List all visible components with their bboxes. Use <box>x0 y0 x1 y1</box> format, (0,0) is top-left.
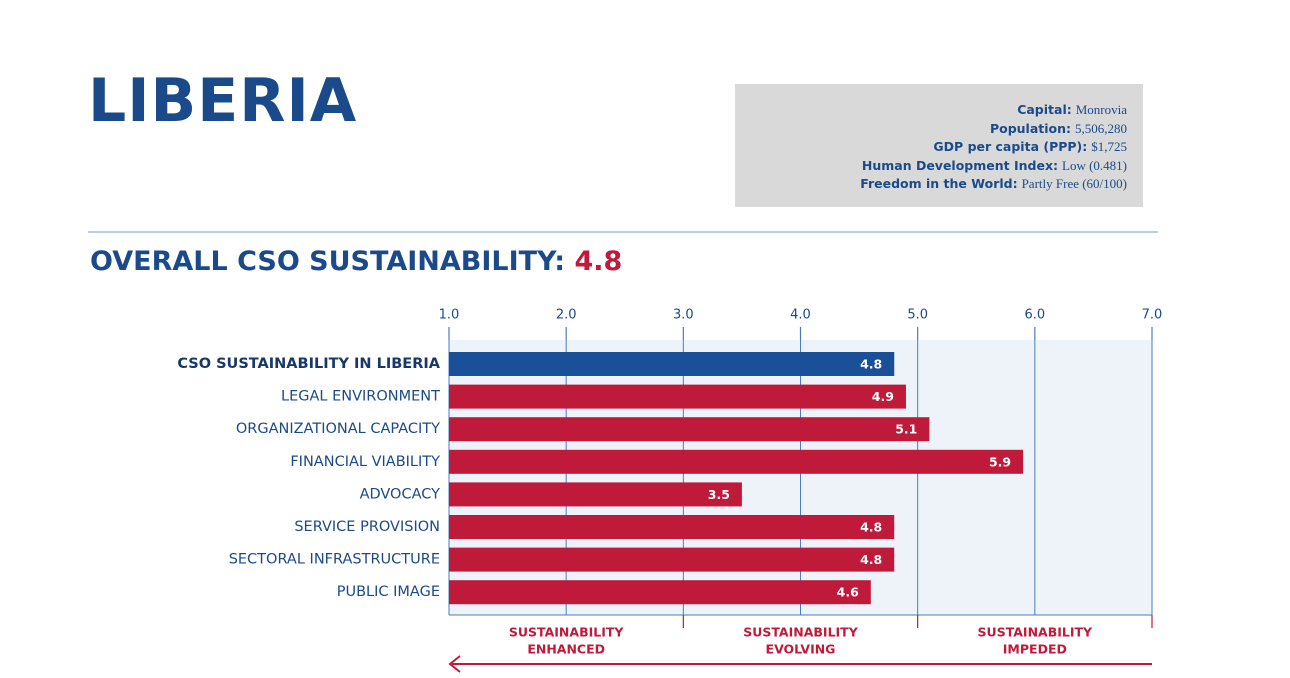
bar <box>449 515 895 539</box>
value-label: 4.6 <box>837 585 859 600</box>
x-tick-label: 5.0 <box>907 308 928 323</box>
country-title: LIBERIA <box>88 66 358 136</box>
value-label: 4.8 <box>860 520 882 535</box>
category-label: ORGANIZATIONAL CAPACITY <box>236 421 440 437</box>
bar <box>449 547 895 572</box>
bar <box>449 417 930 442</box>
info-box: Capital: Monrovia Population: 5,506,280 GD… <box>735 84 1143 207</box>
value-label: 4.9 <box>872 389 894 404</box>
zone-label: ENHANCED <box>527 642 605 657</box>
category-label: ADVOCACY <box>360 486 441 502</box>
arrow-head <box>448 655 461 673</box>
x-tick-label: 3.0 <box>673 308 694 323</box>
divider <box>88 231 1158 233</box>
info-row: Capital: Monrovia <box>1017 102 1127 118</box>
info-label: Capital: <box>1017 102 1072 117</box>
zone-label: EVOLVING <box>766 642 836 657</box>
x-tick-label: 1.0 <box>439 308 460 323</box>
x-tick-label: 4.0 <box>790 308 811 323</box>
x-tick-label: 7.0 <box>1142 308 1163 323</box>
info-label: Population: <box>989 120 1072 136</box>
zone-label: SUSTAINABILITY <box>509 625 624 640</box>
info-row: GDP per capita (PPP): $1,725 <box>933 139 1127 155</box>
category-label: PUBLIC IMAGE <box>337 584 440 600</box>
bar <box>449 482 742 507</box>
info-value: $1,725 <box>1091 139 1127 154</box>
info-row: Freedom in the World: Partly Free (60/10… <box>860 176 1127 192</box>
value-label: 4.8 <box>860 357 882 372</box>
category-label: LEGAL ENVIRONMENT <box>281 389 440 405</box>
zone-label: SUSTAINABILITY <box>978 625 1093 640</box>
heading: OVERALL CSO SUSTAINABILITY: 4.8 <box>90 246 622 277</box>
category-label: SECTORAL INFRASTRUCTURE <box>229 552 440 568</box>
info-row: Population: 5,506,280 <box>990 121 1127 137</box>
value-label: 3.5 <box>708 487 730 502</box>
category-label: SERVICE PROVISION <box>294 519 440 535</box>
info-label: GDP per capita (PPP): <box>933 139 1088 154</box>
info-row: Human Development Index: Low (0.481) <box>862 158 1127 174</box>
category-label: CSO SUSTAINABILITY IN LIBERIA <box>177 356 440 372</box>
category-label: FINANCIAL VIABILITY <box>290 454 440 470</box>
heading-score: 4.8 <box>574 246 623 277</box>
bar <box>449 449 1024 474</box>
value-label: 4.8 <box>860 552 882 567</box>
zone-label: IMPEDED <box>1003 642 1067 657</box>
heading-text: OVERALL CSO SUSTAINABILITY: <box>90 246 566 277</box>
x-tick-label: 6.0 <box>1024 308 1045 323</box>
x-tick-label: 2.0 <box>556 308 577 323</box>
info-label: Human Development Index: <box>861 157 1059 173</box>
info-value: Partly Free (60/100) <box>1021 176 1127 191</box>
info-value: 5,506,280 <box>1075 120 1127 136</box>
bar <box>449 384 906 409</box>
value-label: 5.9 <box>989 454 1011 469</box>
value-label: 5.1 <box>895 422 917 437</box>
info-value: Monrovia <box>1075 102 1127 117</box>
info-label: Freedom in the World: <box>860 176 1018 191</box>
zone-label: SUSTAINABILITY <box>743 625 858 640</box>
bar <box>449 352 895 376</box>
info-value: Low (0.481) <box>1062 157 1127 173</box>
bar <box>449 580 871 605</box>
